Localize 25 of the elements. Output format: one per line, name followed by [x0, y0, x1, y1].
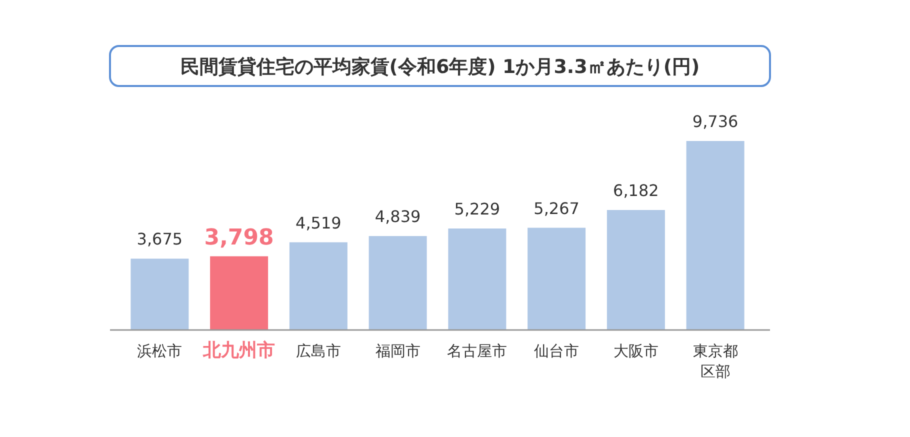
bar	[368, 236, 427, 330]
bar	[130, 258, 189, 330]
x-tick-label: 大阪市	[613, 342, 658, 360]
x-tick-label: 浜松市	[137, 342, 182, 360]
data-label: 9,736	[692, 112, 738, 131]
x-tick-label: 広島市	[296, 342, 341, 360]
bar	[686, 141, 744, 330]
data-label: 5,229	[454, 199, 500, 218]
x-tick-label: 仙台市	[534, 342, 580, 360]
data-label: 3,798	[204, 225, 274, 250]
chart-title: 民間賃貸住宅の平均家賃(令和6年度) 1か月3.3㎡あたり(円)	[180, 56, 700, 78]
x-tick-label: 福岡市	[375, 342, 420, 360]
bar	[289, 242, 348, 330]
bar	[606, 210, 665, 330]
data-label: 6,182	[613, 180, 659, 200]
data-label: 5,267	[534, 198, 580, 218]
x-tick-label: 東京都区部	[692, 342, 738, 380]
bar	[448, 228, 506, 330]
x-tick-label: 北九州市	[202, 340, 276, 361]
x-tick-label: 名古屋市	[447, 342, 508, 360]
data-label: 4,839	[374, 207, 421, 226]
data-label: 4,519	[296, 213, 342, 232]
bar	[210, 256, 268, 330]
data-label: 3,675	[136, 230, 183, 249]
bar	[528, 228, 586, 330]
